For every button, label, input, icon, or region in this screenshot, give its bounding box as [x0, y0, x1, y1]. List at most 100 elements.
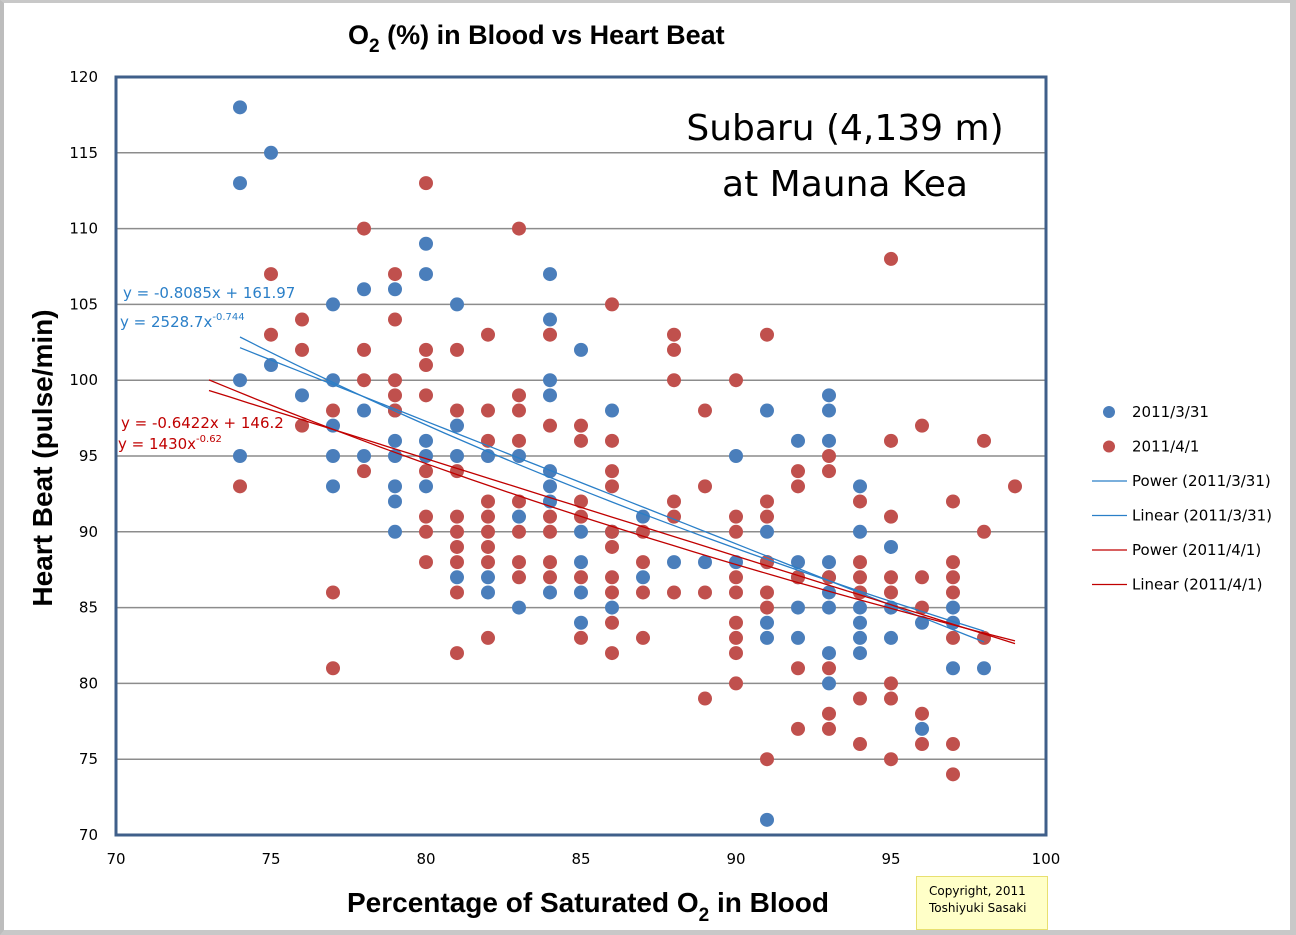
data-point: [605, 585, 619, 600]
data-point: [419, 464, 433, 479]
data-point: [822, 661, 836, 676]
y-tick-label: 120: [69, 68, 98, 86]
data-point: [574, 615, 588, 630]
data-point: [357, 464, 371, 479]
data-point: [543, 555, 557, 570]
data-point: [884, 676, 898, 691]
data-point: [419, 433, 433, 448]
data-point: [543, 312, 557, 327]
data-point: [543, 524, 557, 539]
data-point: [977, 661, 991, 676]
data-point: [574, 494, 588, 509]
data-point: [822, 449, 836, 463]
y-tick-label: 75: [79, 750, 98, 768]
data-point: [512, 509, 526, 524]
x-tick-label: 90: [726, 850, 745, 868]
data-point: [574, 342, 588, 357]
legend-label: 2011/3/31: [1132, 403, 1209, 421]
y-axis-label: Heart Beat (pulse/min): [27, 309, 58, 606]
data-point: [853, 600, 867, 615]
data-point: [450, 403, 464, 418]
data-point: [946, 661, 960, 676]
data-point: [915, 706, 929, 721]
data-point: [512, 555, 526, 570]
y-tick-label: 95: [79, 447, 98, 465]
data-point: [481, 509, 495, 524]
data-point: [853, 570, 867, 585]
legend-label: Power (2011/4/1): [1132, 541, 1261, 559]
data-point: [450, 646, 464, 661]
data-point: [388, 479, 402, 494]
x-tick-label: 75: [261, 850, 280, 868]
data-point: [1008, 479, 1022, 494]
data-point: [605, 570, 619, 585]
x-tick-label: 70: [106, 850, 125, 868]
data-point: [791, 433, 805, 448]
data-point: [605, 479, 619, 494]
data-point: [512, 403, 526, 418]
gridlines: [116, 152, 1046, 760]
data-point: [481, 539, 495, 554]
data-point: [977, 433, 991, 448]
trendline-label-linear-0331: y = -0.8085x + 161.97: [123, 284, 295, 302]
data-point: [574, 555, 588, 570]
data-point: [419, 449, 433, 463]
data-point: [326, 403, 340, 418]
data-point: [729, 646, 743, 661]
data-point: [884, 585, 898, 600]
data-point: [295, 312, 309, 327]
data-point: [605, 464, 619, 479]
data-point: [543, 585, 557, 600]
trendline-label-linear-0401: y = -0.6422x + 146.2: [121, 414, 284, 432]
data-point: [419, 555, 433, 570]
data-point: [822, 600, 836, 615]
data-point: [543, 464, 557, 479]
data-point: [822, 464, 836, 479]
data-point: [233, 100, 247, 115]
data-point: [822, 555, 836, 570]
data-point: [419, 267, 433, 282]
data-point: [326, 449, 340, 463]
data-point: [729, 615, 743, 630]
data-point: [946, 737, 960, 752]
data-point: [760, 600, 774, 615]
data-points: [233, 100, 1022, 827]
data-point: [450, 509, 464, 524]
x-axis-ticks: 70 75 80 85 90 95 100: [106, 850, 1060, 868]
data-point: [543, 509, 557, 524]
data-point: [667, 494, 681, 509]
data-point: [450, 297, 464, 312]
data-point: [233, 449, 247, 463]
data-point: [450, 585, 464, 600]
legend-marker: [1103, 440, 1115, 453]
trendline-linear: [208, 389, 1016, 645]
series-2011/3/31: [233, 100, 991, 827]
data-point: [264, 267, 278, 282]
data-point: [729, 570, 743, 585]
data-point: [884, 752, 898, 767]
data-point: [574, 570, 588, 585]
y-tick-label: 115: [69, 144, 98, 162]
data-point: [357, 221, 371, 236]
data-point: [357, 449, 371, 463]
x-axis-label: Percentage of Saturated O2 in Blood: [347, 887, 829, 926]
data-point: [760, 403, 774, 418]
data-point: [822, 388, 836, 403]
data-point: [326, 297, 340, 312]
data-point: [450, 449, 464, 463]
data-point: [760, 615, 774, 630]
copyright-line-2: Toshiyuki Sasaki: [929, 901, 1027, 915]
data-point: [481, 494, 495, 509]
data-point: [512, 524, 526, 539]
data-point: [388, 433, 402, 448]
data-point: [543, 479, 557, 494]
data-point: [946, 630, 960, 645]
data-point: [543, 418, 557, 433]
data-point: [915, 600, 929, 615]
trendline-label-power-0401: y = 1430x-0.62: [118, 434, 222, 453]
data-point: [884, 630, 898, 645]
data-point: [512, 494, 526, 509]
data-point: [419, 388, 433, 403]
data-point: [388, 494, 402, 509]
